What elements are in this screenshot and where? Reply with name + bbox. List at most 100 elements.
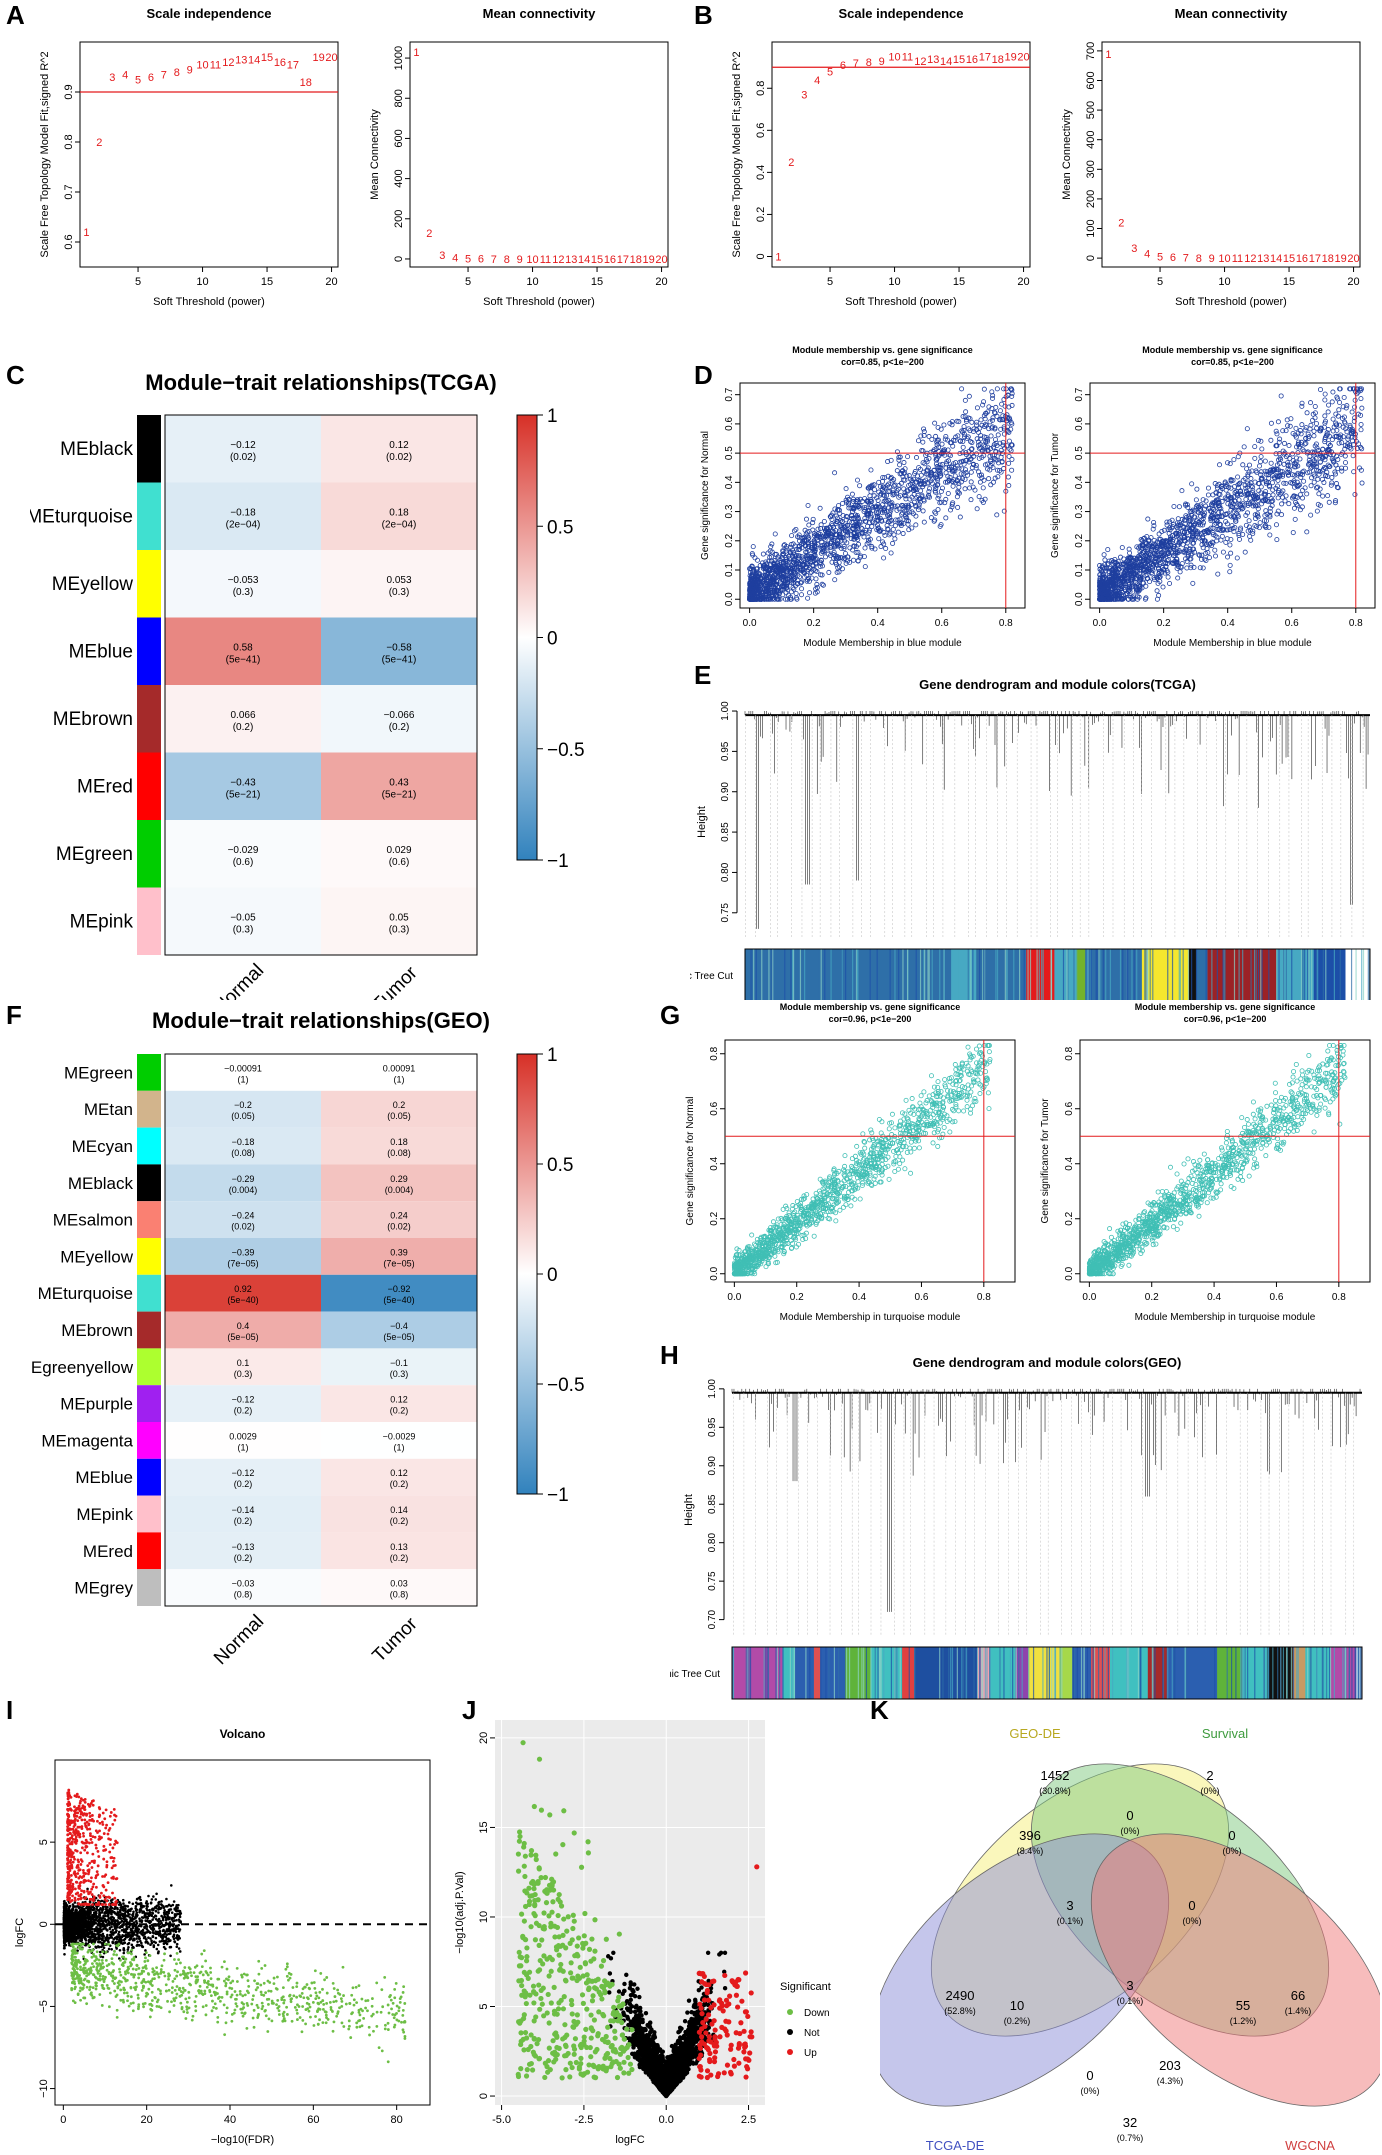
data-point: [1119, 596, 1125, 602]
x-tick-label: 20: [655, 276, 667, 288]
data-point: [867, 493, 873, 499]
data-point: [892, 1125, 898, 1131]
data-point: [980, 499, 986, 505]
data-point: [1300, 495, 1306, 501]
data-point-label: 5: [135, 75, 141, 87]
data-point: [937, 523, 943, 529]
data-point: [1327, 443, 1333, 449]
heatmap-cell-value: −0.13: [232, 1542, 255, 1552]
data-point: [860, 1157, 866, 1163]
data-point: [1102, 565, 1108, 571]
data-point: [1167, 527, 1173, 533]
module-color-swatch: [137, 1385, 161, 1422]
data-point: [879, 1119, 885, 1125]
data-point: [994, 413, 1000, 419]
data-point: [1168, 534, 1174, 540]
heatmap-cell-value: 0.2: [393, 1100, 406, 1110]
data-point: [842, 550, 848, 556]
data-point: [806, 522, 812, 528]
data-point: [925, 472, 931, 478]
y-tick-label: 700: [1085, 42, 1097, 60]
y-tick-label: 0.5: [1074, 446, 1085, 460]
data-point: [917, 482, 923, 488]
color-scale-tick-label: −0.5: [547, 1375, 585, 1396]
data-point-label: 14: [578, 254, 590, 266]
data-point: [770, 589, 776, 595]
data-point: [1342, 460, 1348, 466]
data-point: [1218, 514, 1224, 520]
data-point: [1267, 532, 1273, 538]
data-point: [841, 546, 847, 552]
data-point: [1153, 552, 1159, 558]
data-point: [1190, 580, 1196, 586]
data-point: [1245, 491, 1251, 497]
data-point: [1219, 484, 1225, 490]
heatmap-cell-pvalue: (0.3): [390, 1369, 409, 1379]
data-point: [828, 547, 834, 553]
data-point-label: 10: [1218, 253, 1230, 265]
data-point: [1258, 469, 1264, 475]
data-point-label: 13: [565, 254, 577, 266]
data-point-label: 17: [1309, 253, 1321, 265]
data-point: [1329, 437, 1335, 443]
x-axis-label: Soft Threshold (power): [1175, 296, 1287, 308]
module-color-segment: [1054, 949, 1077, 1000]
x-tick-label: 0.6: [1285, 618, 1299, 629]
data-point: [839, 566, 845, 572]
data-point: [889, 500, 895, 506]
data-point: [1250, 528, 1256, 534]
data-point: [906, 482, 912, 488]
data-point: [1259, 475, 1265, 481]
data-point: [929, 436, 935, 442]
data-point: [1099, 569, 1105, 575]
data-point-label: 9: [187, 65, 193, 77]
data-point-label: 12: [914, 56, 926, 68]
data-point: [750, 552, 756, 558]
data-point: [1217, 462, 1223, 468]
data-point: [1259, 501, 1265, 507]
y-tick-label: 200: [1085, 190, 1097, 208]
data-point: [1167, 525, 1173, 531]
data-point: [867, 502, 873, 508]
data-point: [1159, 556, 1165, 562]
data-point: [868, 511, 874, 517]
data-point: [791, 559, 797, 565]
data-point: [1356, 441, 1362, 447]
data-point: [931, 1130, 937, 1136]
data-point: [1194, 486, 1200, 492]
data-point: [946, 452, 952, 458]
heatmap-cell-value: 0.13: [390, 1542, 408, 1552]
data-point: [795, 581, 801, 587]
data-point-label: 3: [1131, 243, 1137, 255]
heatmap-cell-pvalue: (0.2): [234, 1553, 253, 1563]
data-point: [901, 477, 907, 483]
data-point: [1359, 480, 1365, 486]
data-point: [1125, 588, 1131, 594]
data-point: [1299, 403, 1305, 409]
data-point: [1358, 444, 1364, 450]
data-point-label: 18: [630, 254, 642, 266]
data-point: [817, 505, 823, 511]
data-point: [930, 481, 936, 487]
heatmap-cell: [165, 752, 321, 820]
data-point: [1352, 415, 1358, 421]
data-point: [943, 479, 949, 485]
data-point: [1150, 567, 1156, 573]
data-point: [1288, 416, 1294, 422]
data-point: [1326, 464, 1332, 470]
data-point-label: 10: [526, 254, 538, 266]
data-point: [855, 549, 861, 555]
data-point: [1295, 484, 1301, 490]
data-point: [833, 528, 839, 534]
data-point: [1333, 498, 1339, 504]
heatmap-cell: [165, 1201, 321, 1238]
data-point: [969, 419, 975, 425]
color-bar-frame: [744, 948, 1371, 1000]
data-point: [902, 508, 908, 514]
data-point: [759, 590, 765, 596]
data-point: [1258, 454, 1264, 460]
data-point: [1320, 468, 1326, 474]
data-point: [982, 423, 988, 429]
data-point: [752, 573, 758, 579]
